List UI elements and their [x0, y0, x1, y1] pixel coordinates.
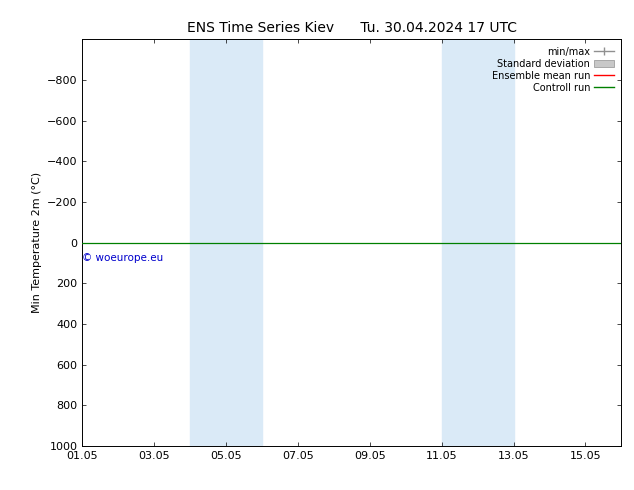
Bar	[442, 39, 514, 446]
Text: © woeurope.eu: © woeurope.eu	[82, 253, 164, 263]
Title: ENS Time Series Kiev      Tu. 30.04.2024 17 UTC: ENS Time Series Kiev Tu. 30.04.2024 17 U…	[187, 21, 517, 35]
Y-axis label: Min Temperature 2m (°C): Min Temperature 2m (°C)	[32, 172, 41, 313]
Bar	[190, 39, 262, 446]
Legend: min/max, Standard deviation, Ensemble mean run, Controll run: min/max, Standard deviation, Ensemble me…	[489, 44, 616, 96]
